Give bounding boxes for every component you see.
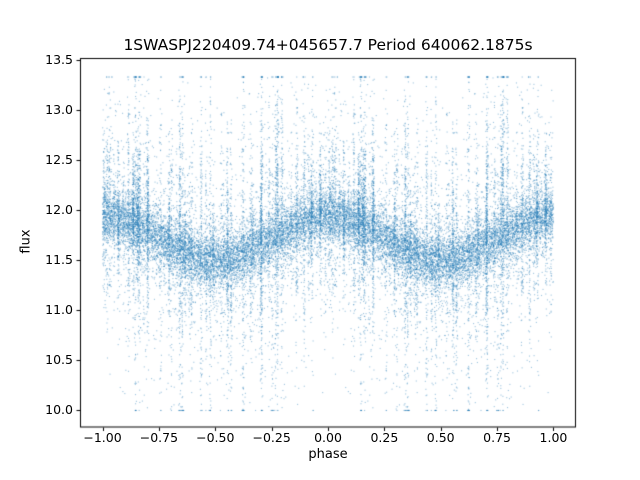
x-tick-label: −1.00: [83, 430, 122, 445]
y-tick-label: 10.0: [45, 402, 73, 418]
x-tick-label: 0.75: [483, 430, 511, 445]
x-tick-label: 0.00: [314, 430, 342, 445]
x-tick-label: 0.25: [370, 430, 399, 445]
x-tick-label: −0.50: [196, 430, 235, 445]
y-tick-label: 12.0: [45, 202, 73, 218]
x-tick-label: 1.00: [539, 430, 568, 445]
chart-title: 1SWASPJ220409.74+045657.7 Period 640062.…: [123, 36, 533, 54]
y-tick-label: 13.0: [45, 102, 73, 118]
x-tick-label: −0.75: [139, 430, 179, 445]
y-tick-label: 11.5: [45, 252, 73, 268]
y-tick-label: 11.0: [45, 302, 73, 318]
y-tick-label: 12.5: [45, 152, 73, 168]
x-tick-label: 0.50: [426, 430, 455, 445]
x-axis-label: phase: [308, 447, 348, 462]
y-tick-label: 10.5: [45, 352, 73, 368]
y-tick-label: 13.5: [45, 52, 73, 67]
x-tick-label: −0.25: [252, 430, 291, 445]
